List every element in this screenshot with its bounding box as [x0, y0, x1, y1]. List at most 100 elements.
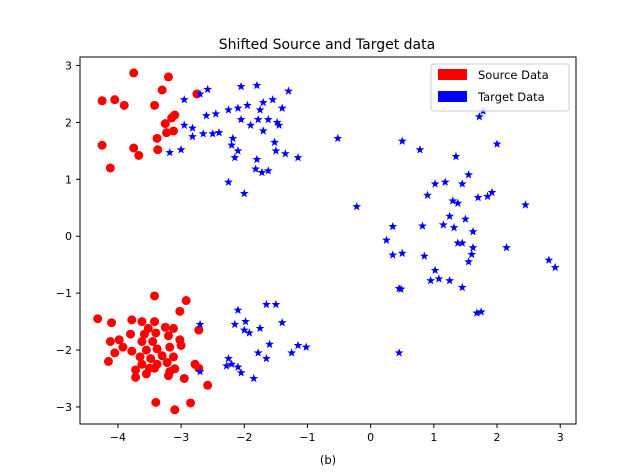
source-data-point	[153, 145, 163, 155]
target-data-point	[287, 348, 297, 357]
target-data-point	[165, 147, 175, 157]
target-data-point	[352, 202, 362, 211]
source-data-point	[157, 85, 167, 95]
source-data-point	[150, 100, 160, 110]
target-data-point	[227, 140, 237, 149]
target-data-point	[265, 339, 274, 349]
target-data-point	[233, 103, 243, 112]
target-data-point	[430, 265, 440, 275]
target-data-point	[239, 325, 249, 334]
source-data-point	[131, 372, 141, 382]
target-data-point	[464, 257, 473, 266]
source-data-point	[97, 140, 107, 150]
target-data-point	[473, 192, 483, 202]
target-data-point	[382, 235, 391, 244]
source-data-point	[119, 100, 129, 110]
x-tick-label: −4	[110, 431, 126, 444]
x-tick-label: 1	[430, 431, 437, 444]
target-data-point	[195, 367, 205, 376]
target-data-point	[419, 251, 429, 260]
target-data-point	[467, 249, 477, 259]
plot-area-frame	[79, 56, 577, 425]
target-data-point	[230, 153, 240, 162]
target-data-point	[268, 95, 278, 104]
target-data-point	[301, 342, 311, 351]
source-data-point	[160, 322, 170, 332]
source-data-point	[163, 72, 173, 82]
source-data-point	[152, 344, 162, 354]
x-tick-label: 3	[557, 431, 564, 444]
target-data-point	[241, 316, 250, 326]
source-data-point	[203, 380, 213, 390]
x-tick-label: −3	[173, 431, 189, 444]
target-data-point	[333, 133, 343, 143]
source-data-point	[169, 126, 179, 136]
target-data-point	[397, 248, 407, 258]
target-data-point	[272, 117, 282, 127]
source-data-point	[170, 364, 180, 374]
data-marks	[93, 68, 560, 415]
target-data-point	[476, 307, 486, 316]
source-data-point	[137, 317, 147, 327]
source-data-point	[179, 373, 189, 383]
target-data-point	[449, 223, 459, 232]
y-tick-label: 3	[65, 60, 72, 73]
target-data-point	[271, 146, 281, 155]
target-data-point	[457, 238, 467, 247]
source-data-point	[93, 314, 103, 324]
target-data-point	[270, 137, 279, 147]
target-data-point	[453, 198, 463, 207]
target-data-point	[472, 308, 482, 317]
source-data-point	[157, 351, 167, 361]
x-tick-label: −1	[299, 431, 315, 444]
target-data-point	[483, 191, 492, 201]
legend-label-target: Target Data	[477, 90, 545, 104]
target-data-point	[445, 276, 455, 285]
y-tick-label: 2	[65, 116, 72, 129]
target-data-point	[277, 103, 287, 112]
source-data-point	[110, 348, 120, 358]
target-data-point	[243, 100, 252, 110]
y-tick-label: 0	[65, 230, 72, 243]
target-data-point	[453, 238, 463, 247]
target-data-point	[457, 179, 467, 188]
source-data-point	[118, 342, 128, 352]
target-data-point	[224, 105, 233, 114]
source-data-point	[148, 336, 158, 346]
legend: Source Data Target Data	[430, 63, 570, 112]
legend-swatch-target	[438, 91, 467, 102]
target-data-point	[252, 154, 262, 164]
y-tick-label: −3	[56, 401, 72, 414]
target-data-point	[457, 282, 467, 292]
target-data-point	[233, 305, 243, 314]
source-data-point	[97, 96, 107, 106]
target-data-point	[253, 114, 263, 124]
source-data-point	[127, 346, 137, 356]
target-data-point	[228, 133, 238, 143]
source-data-point	[170, 405, 180, 415]
target-data-point	[293, 340, 303, 350]
target-data-point	[474, 112, 484, 121]
target-data-point	[434, 274, 444, 283]
source-data-point	[151, 397, 161, 407]
target-data-point	[415, 145, 425, 154]
target-data-point	[262, 353, 271, 363]
target-data-point	[271, 299, 281, 309]
source-data-point	[146, 354, 156, 364]
source-data-point	[137, 359, 147, 369]
source-data-point	[169, 352, 179, 362]
target-data-point	[396, 284, 406, 293]
target-data-point	[521, 200, 530, 209]
target-data-point	[544, 255, 554, 264]
target-data-point	[188, 123, 197, 132]
source-data-point	[176, 340, 186, 350]
legend-swatch-source	[438, 69, 467, 80]
source-data-point	[129, 143, 139, 153]
target-data-point	[179, 95, 189, 104]
target-data-point	[253, 348, 263, 357]
source-data-point	[134, 150, 144, 160]
source-data-point	[110, 95, 120, 105]
target-data-point	[214, 128, 224, 137]
target-data-point	[262, 299, 271, 309]
